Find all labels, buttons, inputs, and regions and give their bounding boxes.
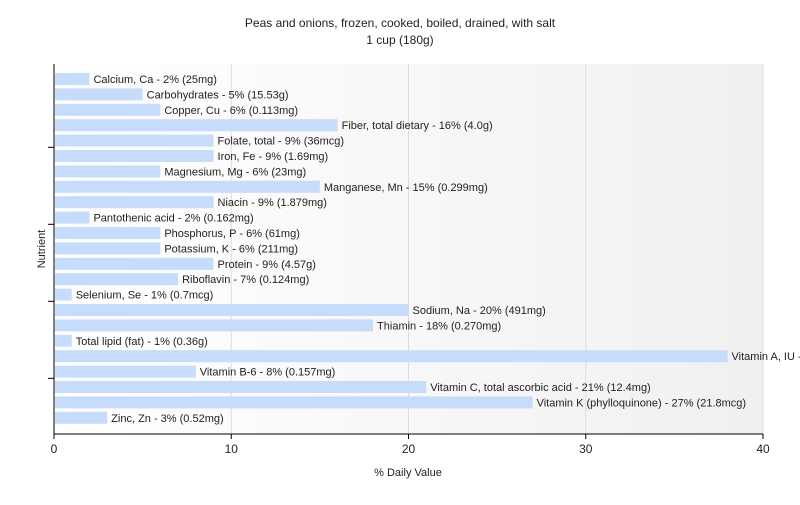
bar-label: Folate, total - 9% (36mcg) [218, 136, 345, 148]
chart-title: Peas and onions, frozen, cooked, boiled,… [245, 16, 556, 30]
bar-label: Niacin - 9% (1.879mg) [218, 197, 327, 209]
y-axis-label: Nutrient [36, 230, 48, 269]
bar-label: Manganese, Mn - 15% (0.299mg) [324, 182, 488, 194]
bar [55, 73, 90, 85]
bar-label: Vitamin C, total ascorbic acid - 21% (12… [430, 382, 650, 394]
x-tick-label: 30 [579, 442, 593, 456]
data-labels: Calcium, Ca - 2% (25mg) Carbohydrates - 5… [76, 74, 800, 425]
bar [55, 180, 320, 193]
bar [55, 411, 108, 424]
chart-subtitle: 1 cup (180g) [366, 33, 433, 47]
bar [55, 288, 72, 301]
x-tick-label: 10 [225, 442, 239, 456]
bar [55, 88, 143, 101]
bar [55, 273, 179, 286]
bar [55, 350, 728, 363]
bar-label: Fiber, total dietary - 16% (4.0g) [342, 120, 493, 132]
bar-label: Iron, Fe - 9% (1.69mg) [218, 151, 329, 163]
bar-label: Magnesium, Mg - 6% (23mg) [164, 166, 306, 178]
bar-label: Potassium, K - 6% (211mg) [164, 243, 298, 255]
bar-label: Zinc, Zn - 3% (0.52mg) [111, 413, 223, 425]
bar-label: Copper, Cu - 6% (0.113mg) [164, 105, 298, 117]
bar-label: Phosphorus, P - 6% (61mg) [164, 228, 300, 240]
x-axis-label: % Daily Value [374, 467, 442, 479]
bar [55, 334, 72, 347]
bar-label: Protein - 9% (4.57g) [218, 259, 316, 271]
bar [55, 150, 214, 162]
x-tick-label: 0 [51, 442, 58, 456]
bar [55, 365, 196, 378]
x-tick-label: 20 [402, 442, 416, 456]
bar-label: Pantothenic acid - 2% (0.162mg) [93, 213, 253, 225]
bar-label: Thiamin - 18% (0.270mg) [377, 320, 501, 332]
bar [55, 257, 214, 270]
bar-label: Total lipid (fat) - 1% (0.36g) [76, 336, 208, 348]
bar [55, 227, 161, 239]
bar-label: Sodium, Na - 20% (491mg) [413, 305, 546, 317]
bar-label: Calcium, Ca - 2% (25mg) [93, 74, 216, 86]
bar [55, 211, 90, 224]
bar-label: Vitamin K (phylloquinone) - 27% (21.8mcg… [537, 397, 747, 409]
axes: 0 10 20 30 40 [48, 64, 770, 456]
bar-label: Riboflavin - 7% (0.124mg) [182, 274, 309, 286]
bar [55, 196, 214, 209]
bar [55, 119, 338, 132]
bars [55, 73, 728, 424]
bar-label: Selenium, Se - 1% (0.7mcg) [76, 290, 214, 302]
bar [55, 103, 161, 116]
bar [55, 319, 374, 332]
bar [55, 396, 533, 409]
bar-label: Vitamin B-6 - 8% (0.157mg) [200, 367, 336, 379]
bar [55, 134, 214, 147]
bar-label: Carbohydrates - 5% (15.53g) [147, 89, 289, 101]
bar [55, 242, 161, 255]
bar [55, 381, 427, 393]
x-tick-label: 40 [756, 442, 770, 456]
bar [55, 304, 409, 316]
bar-label: Vitamin A, IU - 38% (1892IU) [732, 351, 800, 363]
bar [55, 165, 161, 178]
